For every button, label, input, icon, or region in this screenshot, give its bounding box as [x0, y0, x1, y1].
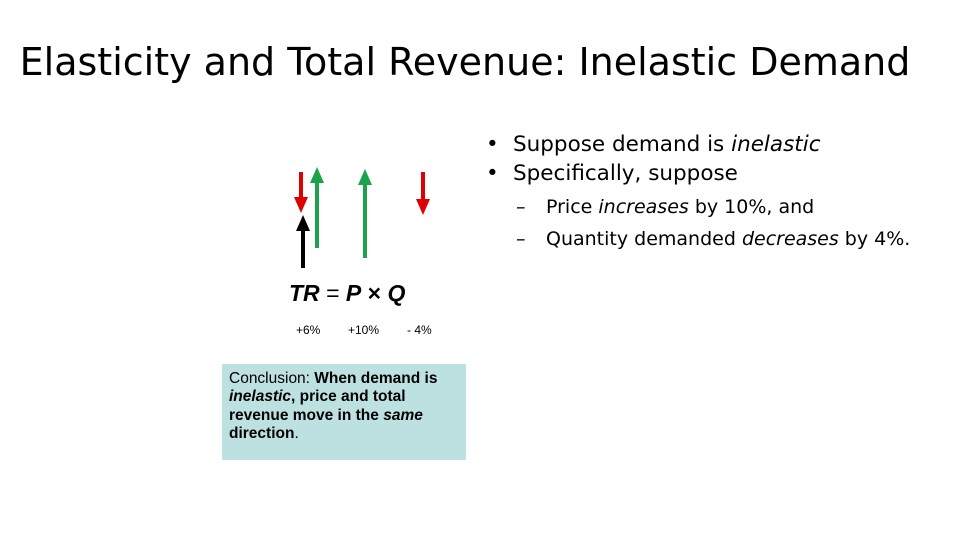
sub-2-text-c: by 4%. — [838, 228, 911, 250]
red-down-arrow-quantity — [416, 172, 430, 215]
sub-1-increases: increases — [598, 196, 689, 218]
black-up-arrow-tr — [296, 215, 310, 268]
formula-times: × — [367, 280, 382, 306]
green-up-arrow-price — [358, 169, 372, 258]
bullet-dot: • — [486, 161, 499, 186]
bullet-2-text: Specifically, suppose — [513, 161, 738, 186]
bullet-1-text: Suppose demand is — [513, 132, 732, 157]
formula-equals: = — [326, 280, 340, 306]
bullet-suppose-inelastic: • Suppose demand is inelastic — [486, 130, 946, 159]
formula-p: P — [345, 280, 362, 306]
formula-q: Q — [387, 280, 406, 306]
conclusion-inelastic: inelastic — [229, 388, 292, 406]
bullet-specifically: • Specifically, suppose — [486, 159, 946, 188]
conclusion-text-2: , price and total revenue move in the — [229, 388, 406, 424]
sub-bullet-quantity: – Quantity demanded decreases by 4%. — [486, 228, 946, 251]
price-change-label: +10% — [348, 323, 380, 337]
tr-change-label: +6% — [296, 323, 321, 337]
bullet-dot: • — [486, 132, 499, 157]
sub-bullet-list: – Price increases by 10%, and – Quantity… — [486, 196, 946, 251]
sub-bullet-price: – Price increases by 10%, and — [486, 196, 946, 219]
bullet-1-inelastic: inelastic — [731, 132, 821, 157]
conclusion-text-1: When demand is — [314, 370, 438, 387]
revenue-formula: TR = P × Q — [289, 280, 405, 307]
sub-1-text-a: Price — [546, 196, 599, 218]
sub-2-text-a: Quantity demanded — [546, 228, 742, 250]
slide-title: Elasticity and Total Revenue: Inelastic … — [19, 40, 911, 84]
conclusion-same: same — [383, 406, 423, 424]
conclusion-direction: direction — [229, 425, 295, 443]
sub-1-text-c: by 10%, and — [688, 196, 815, 218]
conclusion-period: . — [294, 425, 299, 443]
sub-2-decreases: decreases — [741, 228, 839, 250]
red-down-arrow-tr — [294, 172, 308, 213]
bullet-list: • Suppose demand is inelastic • Specific… — [486, 130, 946, 251]
green-up-arrow-tr — [310, 167, 324, 248]
sub-bullet-dash: – — [516, 228, 526, 250]
quantity-change-label: - 4% — [407, 323, 432, 337]
sub-bullet-dash: – — [516, 196, 526, 218]
conclusion-box: Conclusion: When demand is inelastic, pr… — [222, 364, 466, 460]
conclusion-lead: Conclusion: — [229, 370, 315, 387]
formula-tr: TR — [289, 280, 320, 306]
